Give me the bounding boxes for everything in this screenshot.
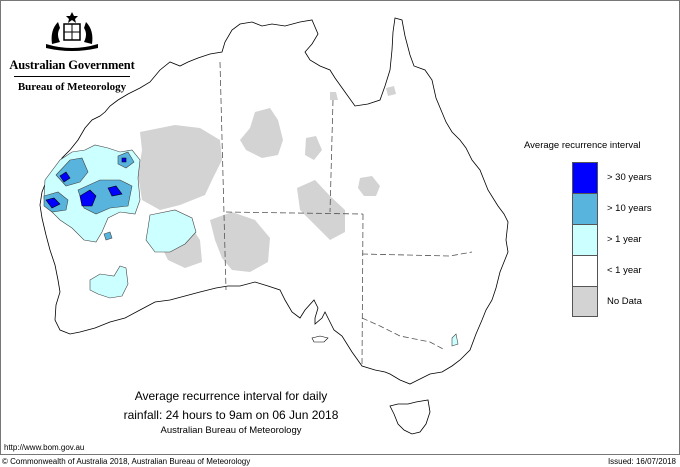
state-borders [219, 61, 473, 367]
caption-line-3: Australian Bureau of Meteorology [160, 425, 302, 436]
issued-date: Issued: 16/07/2018 [607, 457, 676, 466]
legend-swatch [572, 255, 598, 286]
legend-item-no-data: No Data [572, 286, 652, 317]
government-title: Australian Government [9, 58, 135, 72]
legend-item-gt-30: > 30 years [572, 162, 652, 193]
caption-line-2: rainfall: 24 hours to 9am on 06 Jun 2018 [123, 408, 339, 422]
legend-item-gt-10: > 10 years [572, 193, 652, 224]
legend-swatch [572, 162, 598, 193]
legend-label: No Data [607, 296, 642, 307]
legend-item-lt-1: < 1 year [572, 255, 652, 286]
legend-swatch [572, 224, 598, 255]
legend-swatch [572, 193, 598, 224]
legend-item-gt-1: > 1 year [572, 224, 652, 255]
australia-map [39, 17, 509, 435]
legend: Average recurrence interval > 30 years >… [520, 140, 670, 317]
legend-label: > 30 years [607, 172, 652, 183]
agency-title: Bureau of Meteorology [17, 81, 127, 93]
copyright-text: © Commonwealth of Australia 2018, Austra… [2, 457, 251, 466]
legend-label: > 1 year [607, 234, 642, 245]
website-link[interactable]: http://www.bom.gov.au [4, 443, 85, 452]
mainland-outline [39, 17, 509, 385]
legend-title: Average recurrence interval [524, 140, 641, 151]
header-divider [14, 76, 130, 77]
legend-label: < 1 year [607, 265, 642, 276]
bom-logo: Australian Government Bureau of Meteorol… [8, 10, 136, 93]
map-caption: Average recurrence interval for daily ra… [100, 387, 362, 437]
tasmania-outline [389, 399, 431, 435]
gt-30-years-regions [45, 157, 127, 209]
legend-swatch [572, 286, 598, 317]
coat-of-arms-icon [46, 12, 98, 51]
kangaroo-island [311, 335, 329, 343]
legend-label: > 10 years [607, 203, 652, 214]
caption-line-1: Average recurrence interval for daily [134, 389, 328, 403]
